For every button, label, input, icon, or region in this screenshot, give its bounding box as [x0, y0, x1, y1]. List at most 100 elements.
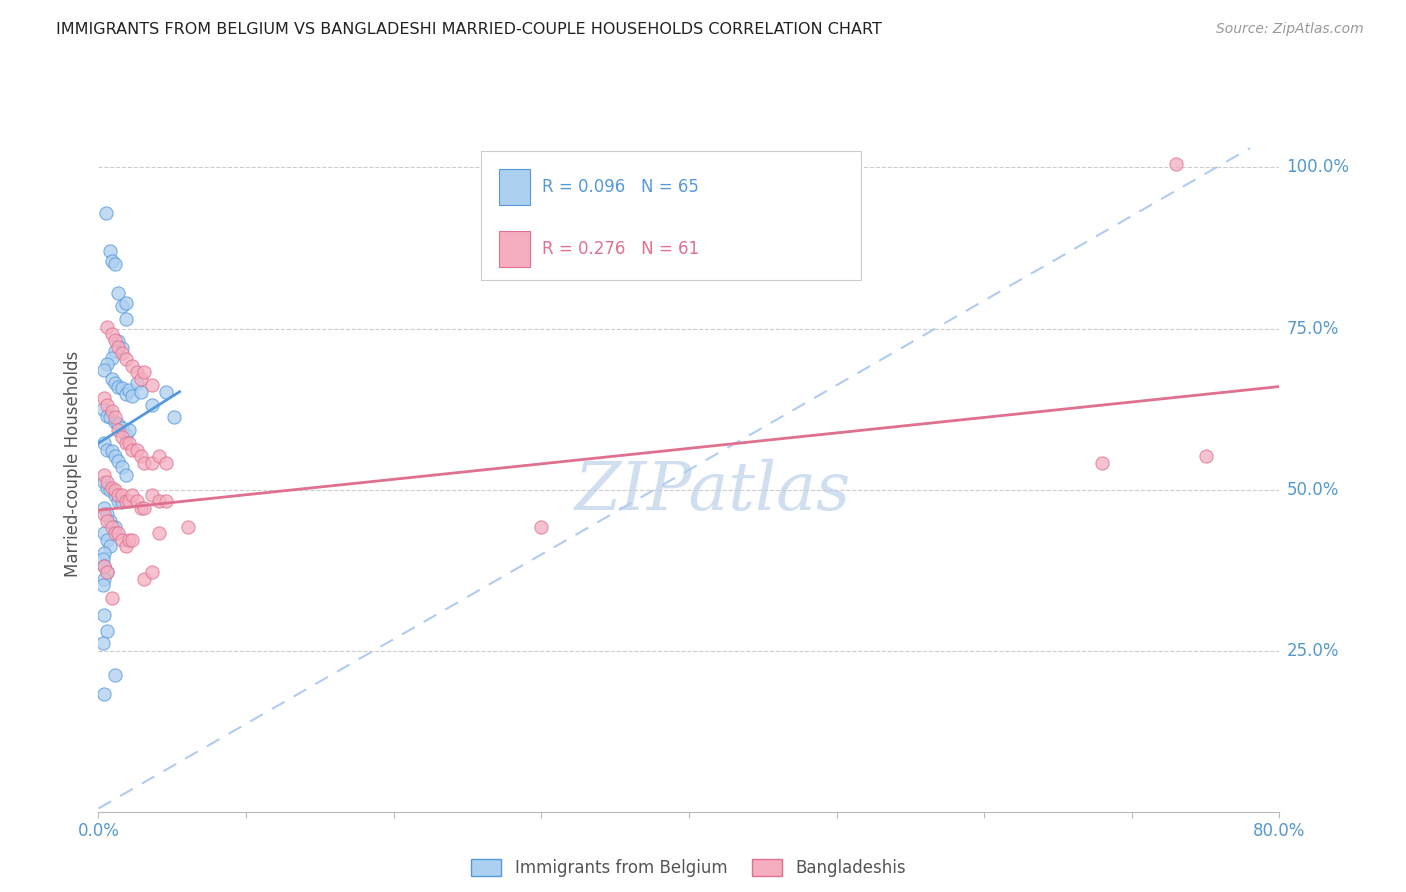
Point [155, 384, 177, 399]
Point [1195, 449, 1218, 463]
Point [107, 417, 129, 431]
Point [104, 520, 127, 534]
Point [96, 514, 118, 528]
Point [115, 539, 138, 553]
Point [100, 520, 122, 534]
Point [148, 449, 170, 463]
Point [100, 326, 122, 341]
Point [96, 320, 118, 334]
Point [96, 409, 118, 423]
Point [129, 449, 152, 463]
Point [93, 468, 115, 483]
Point [91, 636, 114, 650]
Point [148, 494, 170, 508]
Point [93, 608, 115, 623]
Point [111, 381, 134, 395]
Point [141, 488, 163, 502]
Point [107, 453, 129, 467]
Point [115, 436, 138, 450]
Point [111, 299, 134, 313]
Point [104, 483, 127, 497]
Point [93, 688, 115, 702]
Point [96, 624, 118, 639]
Point [134, 500, 156, 515]
Point [93, 507, 115, 521]
Point [111, 488, 134, 502]
Point [104, 668, 127, 682]
Point [96, 533, 118, 547]
Point [134, 572, 156, 586]
Point [148, 526, 170, 541]
Point [107, 286, 129, 301]
Point [121, 389, 143, 403]
Point [100, 372, 122, 386]
Point [163, 410, 186, 425]
Point [98, 539, 121, 553]
Point [111, 341, 134, 355]
Point [155, 494, 177, 508]
Point [100, 481, 122, 495]
Point [125, 494, 148, 508]
Point [111, 430, 134, 444]
Point [91, 578, 114, 592]
Point [93, 436, 115, 450]
Y-axis label: Married-couple Households: Married-couple Households [65, 351, 83, 577]
Point [104, 449, 127, 463]
Point [111, 460, 134, 475]
Point [96, 507, 118, 521]
Text: 75.0%: 75.0% [1286, 319, 1339, 337]
Point [98, 483, 121, 497]
Text: IMMIGRANTS FROM BELGIUM VS BANGLADESHI MARRIED-COUPLE HOUSEHOLDS CORRELATION CHA: IMMIGRANTS FROM BELGIUM VS BANGLADESHI M… [56, 22, 882, 37]
Point [115, 352, 138, 367]
Point [93, 526, 115, 541]
Text: R = 0.096   N = 65: R = 0.096 N = 65 [541, 178, 699, 195]
Point [93, 558, 115, 573]
Point [125, 365, 148, 379]
Point [93, 500, 115, 515]
Point [104, 415, 127, 429]
Point [93, 572, 115, 586]
Text: ZIPatlas: ZIPatlas [575, 459, 851, 524]
Point [115, 312, 138, 326]
Point [93, 558, 115, 573]
Point [121, 533, 143, 547]
Point [104, 376, 127, 391]
Point [96, 442, 118, 457]
Point [115, 428, 138, 442]
Point [94, 205, 117, 219]
Point [141, 378, 163, 392]
Point [121, 359, 143, 373]
Point [104, 344, 127, 359]
Point [96, 398, 118, 412]
Point [129, 372, 152, 386]
Point [1164, 157, 1187, 171]
Point [107, 423, 129, 437]
Point [104, 257, 127, 271]
Point [104, 410, 127, 425]
Text: 100.0%: 100.0% [1286, 159, 1350, 177]
Point [115, 295, 138, 310]
Point [100, 254, 122, 268]
Point [118, 423, 141, 437]
Point [93, 391, 115, 405]
Point [155, 456, 177, 470]
Point [115, 468, 138, 483]
Point [177, 520, 200, 534]
Point [104, 333, 127, 347]
Point [125, 442, 148, 457]
Point [98, 514, 121, 528]
Point [134, 365, 156, 379]
Point [100, 444, 122, 458]
Point [96, 475, 118, 489]
Point [100, 351, 122, 365]
Point [107, 379, 129, 393]
Point [93, 475, 115, 489]
Point [96, 565, 118, 579]
Point [107, 526, 129, 541]
Point [96, 481, 118, 495]
Point [98, 410, 121, 425]
Point [96, 565, 118, 579]
Point [100, 404, 122, 418]
Point [104, 526, 127, 541]
Point [121, 442, 143, 457]
